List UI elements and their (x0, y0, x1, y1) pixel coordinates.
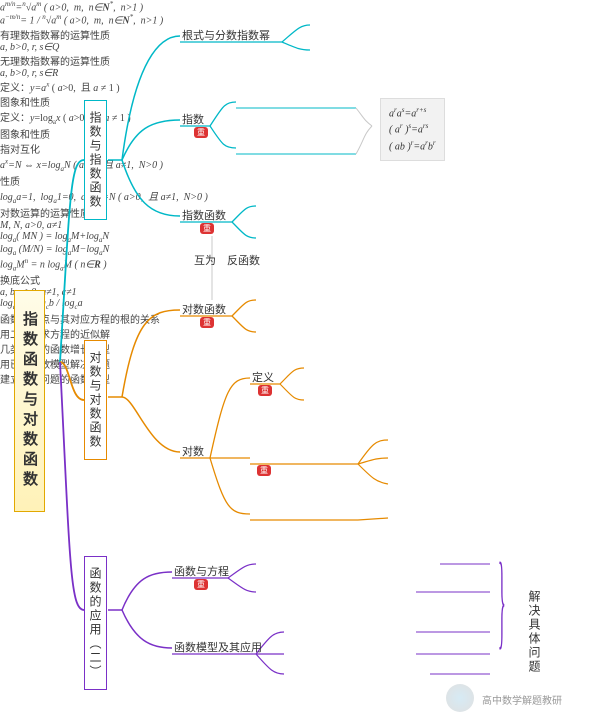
sec2-box: 对数与对数函数 (84, 340, 107, 460)
sec1-b2-s2: 无理数指数幂的运算性质 (0, 53, 614, 68)
tag-icon: 重 (200, 223, 214, 234)
sec3-box: 函数的应用（二） (84, 556, 107, 690)
sec1-box: 指数与指数函数 (84, 100, 107, 220)
tag-icon: 重 (258, 385, 272, 396)
tag-icon: 重 (194, 127, 208, 138)
brace-icon: } (498, 541, 506, 663)
sec2-b1: 对数函数 (182, 301, 226, 317)
sec2-b4-f: logab = logcb / logca (0, 298, 614, 311)
sec2-b4: 换底公式 (0, 272, 614, 287)
sec1-b2-s1: 有理数指数幂的运算性质 (0, 27, 614, 42)
sec1-b2-s2c: a, b>0, r, s∈R (0, 68, 614, 79)
sec2-b4-c: a, b, c>0, a≠1, c≠1 (0, 287, 614, 298)
sec3-b2: 函数模型及其应用 (174, 639, 262, 655)
sec3-b1: 函数与方程 (174, 563, 229, 579)
sec1-b3: 指数函数 (182, 207, 226, 223)
tag-icon: 重 (257, 465, 271, 476)
sec2-b3: 对数 (182, 443, 204, 459)
sec1-formula-box: aras=ar+s ( ar )s=ars ( ab )r=arbr (380, 98, 445, 161)
sec2-b3-sc: M, N, a>0, a≠1 (0, 220, 614, 231)
sec3-b1-l1: 函数的零点与其对应方程的根的关系 (0, 311, 614, 326)
sec1-b1-f1: am/n=n√am ( a>0, m, n∈N*, n>1 ) (0, 0, 614, 13)
sec1-b2: 指数 (182, 111, 204, 127)
tag-icon: 重 (194, 579, 208, 590)
sec2-b3-f0: loga( MN ) = logaM+logaN (0, 231, 614, 244)
sec1-b1: 根式与分数指数幂 (182, 27, 270, 43)
logo-icon (446, 684, 474, 712)
sec2-b2: 定义 (252, 369, 274, 385)
sec1-b2-s1c: a, b>0, r, s∈Q (0, 42, 614, 53)
rel: 互为 反函数 (194, 252, 260, 268)
watermark: 高中数学解题教研 (482, 692, 562, 707)
sec3-out: 解决具体问题 (524, 580, 545, 684)
sec2-b3-f2: logaMn = n logaM ( n∈R ) (0, 257, 614, 272)
root-title: 指数函数与对数函数 (14, 290, 45, 512)
sec2-b3-f1: loga (M/N) = logaM−logaN (0, 244, 614, 257)
sec1-b1-f2: a−m/n= 1 / n√am ( a>0, m, n∈N*, n>1 ) (0, 13, 614, 26)
sec3-b1-l2: 用二分法求方程的近似解 (0, 326, 614, 341)
sec1-b3-d: 定义：y=ax ( a>0, 且 a ≠ 1 ) (0, 79, 614, 94)
tag-icon: 重 (200, 317, 214, 328)
